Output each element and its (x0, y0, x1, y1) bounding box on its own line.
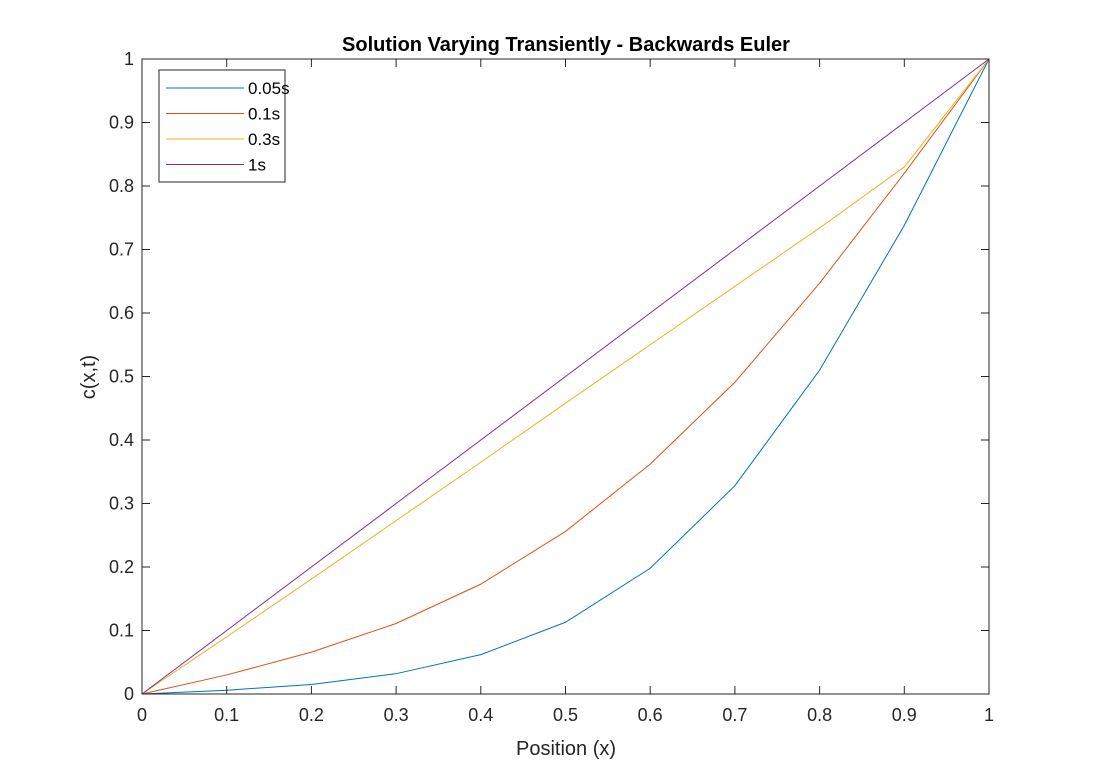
x-tick-label: 0 (137, 705, 147, 725)
legend-label: 0.05s (248, 79, 290, 98)
y-tick-label: 0.1 (109, 621, 134, 641)
x-tick-label: 0.8 (807, 705, 832, 725)
y-tick-label: 0.5 (109, 367, 134, 387)
plot-frame (141, 58, 990, 695)
x-tick-label: 0.7 (722, 705, 747, 725)
y-tick-label: 0.8 (109, 176, 134, 196)
x-tick-label: 0.5 (553, 705, 578, 725)
x-tick-label: 0.1 (214, 705, 239, 725)
y-tick-label: 0.6 (109, 303, 134, 323)
y-tick-label: 0.4 (109, 430, 134, 450)
x-tick-label: 0.3 (384, 705, 409, 725)
x-tick-label: 0.2 (299, 705, 324, 725)
legend-label: 1s (248, 156, 266, 175)
series-layer (141, 58, 990, 695)
series-line-0.1s (141, 58, 990, 695)
legend-label: 0.1s (248, 105, 280, 124)
y-tick-label: 0 (124, 684, 134, 704)
x-tick-label: 0.6 (638, 705, 663, 725)
y-tick-label: 0.7 (109, 240, 134, 260)
ticks-layer: 0 0.1 0.2 0.3 0.4 0.5 0.6 0.7 0.8 0.9 1 0 0.1 0.2 0.3 0… (109, 49, 994, 725)
y-tick-label: 0.3 (109, 494, 134, 514)
x-axis-label: Position (x) (516, 738, 616, 760)
x-tick-label: 0.9 (892, 705, 917, 725)
y-tick-label: 0.9 (109, 113, 134, 133)
y-axis-label: c(x,t) (78, 355, 100, 399)
series-line-1s (141, 58, 990, 695)
x-tick-label: 1 (984, 705, 994, 725)
legend-label: 0.3s (248, 130, 280, 149)
legend-box (158, 69, 286, 183)
y-tick-label: 1 (124, 49, 134, 69)
series-line-0.05s (141, 58, 990, 695)
y-tick-label: 0.2 (109, 557, 134, 577)
legend: 0.05s 0.1s 0.3s 1s (158, 69, 290, 183)
series-line-0.3s (141, 58, 990, 695)
chart-title: Solution Varying Transiently - Backwards… (342, 34, 790, 56)
x-tick-label: 0.4 (468, 705, 493, 725)
